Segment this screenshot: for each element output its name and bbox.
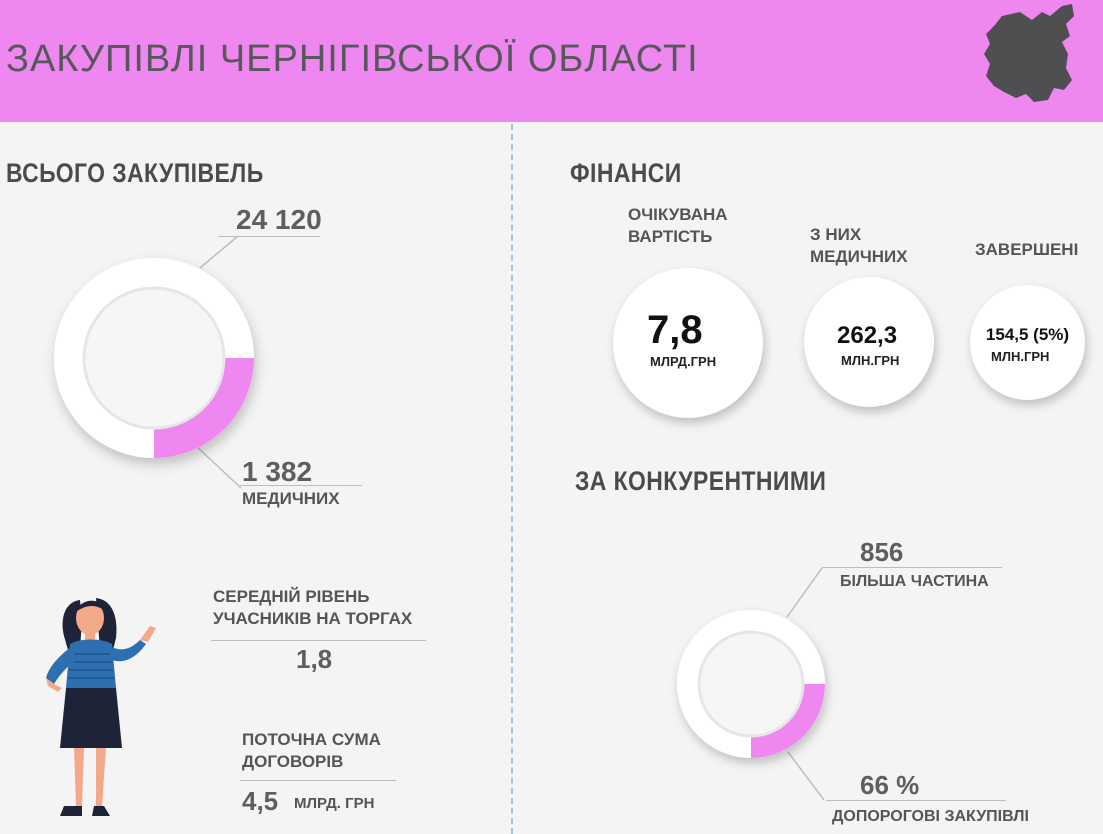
medical-value: 1 382 xyxy=(242,456,313,487)
contracts-value: 4,5 xyxy=(242,786,279,816)
expected-value: 7,8 xyxy=(647,308,703,352)
major-leader-line xyxy=(786,567,823,618)
medical-finance-label-line2: МЕДИЧНИХ xyxy=(810,247,908,266)
medical-finance-circle: 262,3 МЛН.ГРН xyxy=(804,277,934,407)
participants-rule xyxy=(211,640,426,641)
medical-finance-value: 262,3 xyxy=(837,322,898,349)
completed-unit: МЛН.ГРН xyxy=(991,349,1050,364)
medical-finance-unit: МЛН.ГРН xyxy=(841,353,900,368)
participants-label-line1: СЕРЕДНІЙ РІВЕНЬ xyxy=(213,587,370,606)
contracts-label-line1: ПОТОЧНА СУМА xyxy=(242,730,381,749)
section-divider xyxy=(511,124,513,834)
total-section-title: ВСЬОГО ЗАКУПІВЕЛЬ xyxy=(6,158,264,188)
medical-value-rule xyxy=(240,485,362,486)
total-donut-hole xyxy=(84,288,224,428)
woman-presenting-illustration xyxy=(46,598,156,816)
chernihiv-region-map-icon xyxy=(984,4,1074,102)
completed-value: 154,5 (5%) xyxy=(985,325,1070,344)
contracts-rule xyxy=(240,780,396,781)
completed-label: ЗАВЕРШЕНІ xyxy=(975,240,1079,259)
total-donut-inner-edge xyxy=(82,286,226,430)
medical-leader-line xyxy=(194,444,242,489)
total-value: 24 120 xyxy=(236,204,322,235)
total-leader-line xyxy=(199,235,239,269)
major-value: 856 xyxy=(860,537,904,567)
contracts-label-line2: ДОГОВОРІВ xyxy=(242,752,344,771)
finance-section-title: ФІНАНСИ xyxy=(570,158,682,188)
participants-value: 1,8 xyxy=(296,644,333,674)
competitive-donut-inner-edge xyxy=(697,630,805,738)
threshold-value: 66 % xyxy=(860,770,920,800)
competitive-donut-hole xyxy=(699,632,803,736)
major-value-rule xyxy=(822,567,1002,568)
threshold-label: ДОПОРОГОВІ ЗАКУПІВЛІ xyxy=(832,808,1029,825)
competitive-donut-chart xyxy=(677,567,825,801)
medical-label: МЕДИЧНИХ xyxy=(242,489,340,508)
total-donut-chart xyxy=(54,235,254,489)
page-title: ЗАКУПІВЛІ ЧЕРНІГІВСЬКОЇ ОБЛАСТІ xyxy=(6,38,699,80)
completed-circle: 154,5 (5%) МЛН.ГРН xyxy=(970,285,1085,400)
total-value-rule xyxy=(218,236,320,237)
major-label: БІЛЬША ЧАСТИНА xyxy=(840,573,989,590)
threshold-leader-line xyxy=(787,751,825,801)
expected-label-line2: ВАРТІСТЬ xyxy=(628,227,713,246)
expected-label-line1: ОЧІКУВАНА xyxy=(628,205,728,224)
expected-unit: МЛРД.ГРН xyxy=(650,354,717,369)
contracts-unit: МЛРД. ГРН xyxy=(294,795,375,812)
medical-finance-label-line1: З НИХ xyxy=(810,225,862,244)
participants-label-line2: УЧАСНИКІВ НА ТОРГАХ xyxy=(213,609,413,628)
threshold-value-rule xyxy=(826,800,1006,801)
header-banner: ЗАКУПІВЛІ ЧЕРНІГІВСЬКОЇ ОБЛАСТІ xyxy=(0,0,1103,122)
competitive-section-title: ЗА КОНКУРЕНТНИМИ xyxy=(575,466,827,496)
expected-value-circle: 7,8 МЛРД.ГРН xyxy=(613,268,763,418)
